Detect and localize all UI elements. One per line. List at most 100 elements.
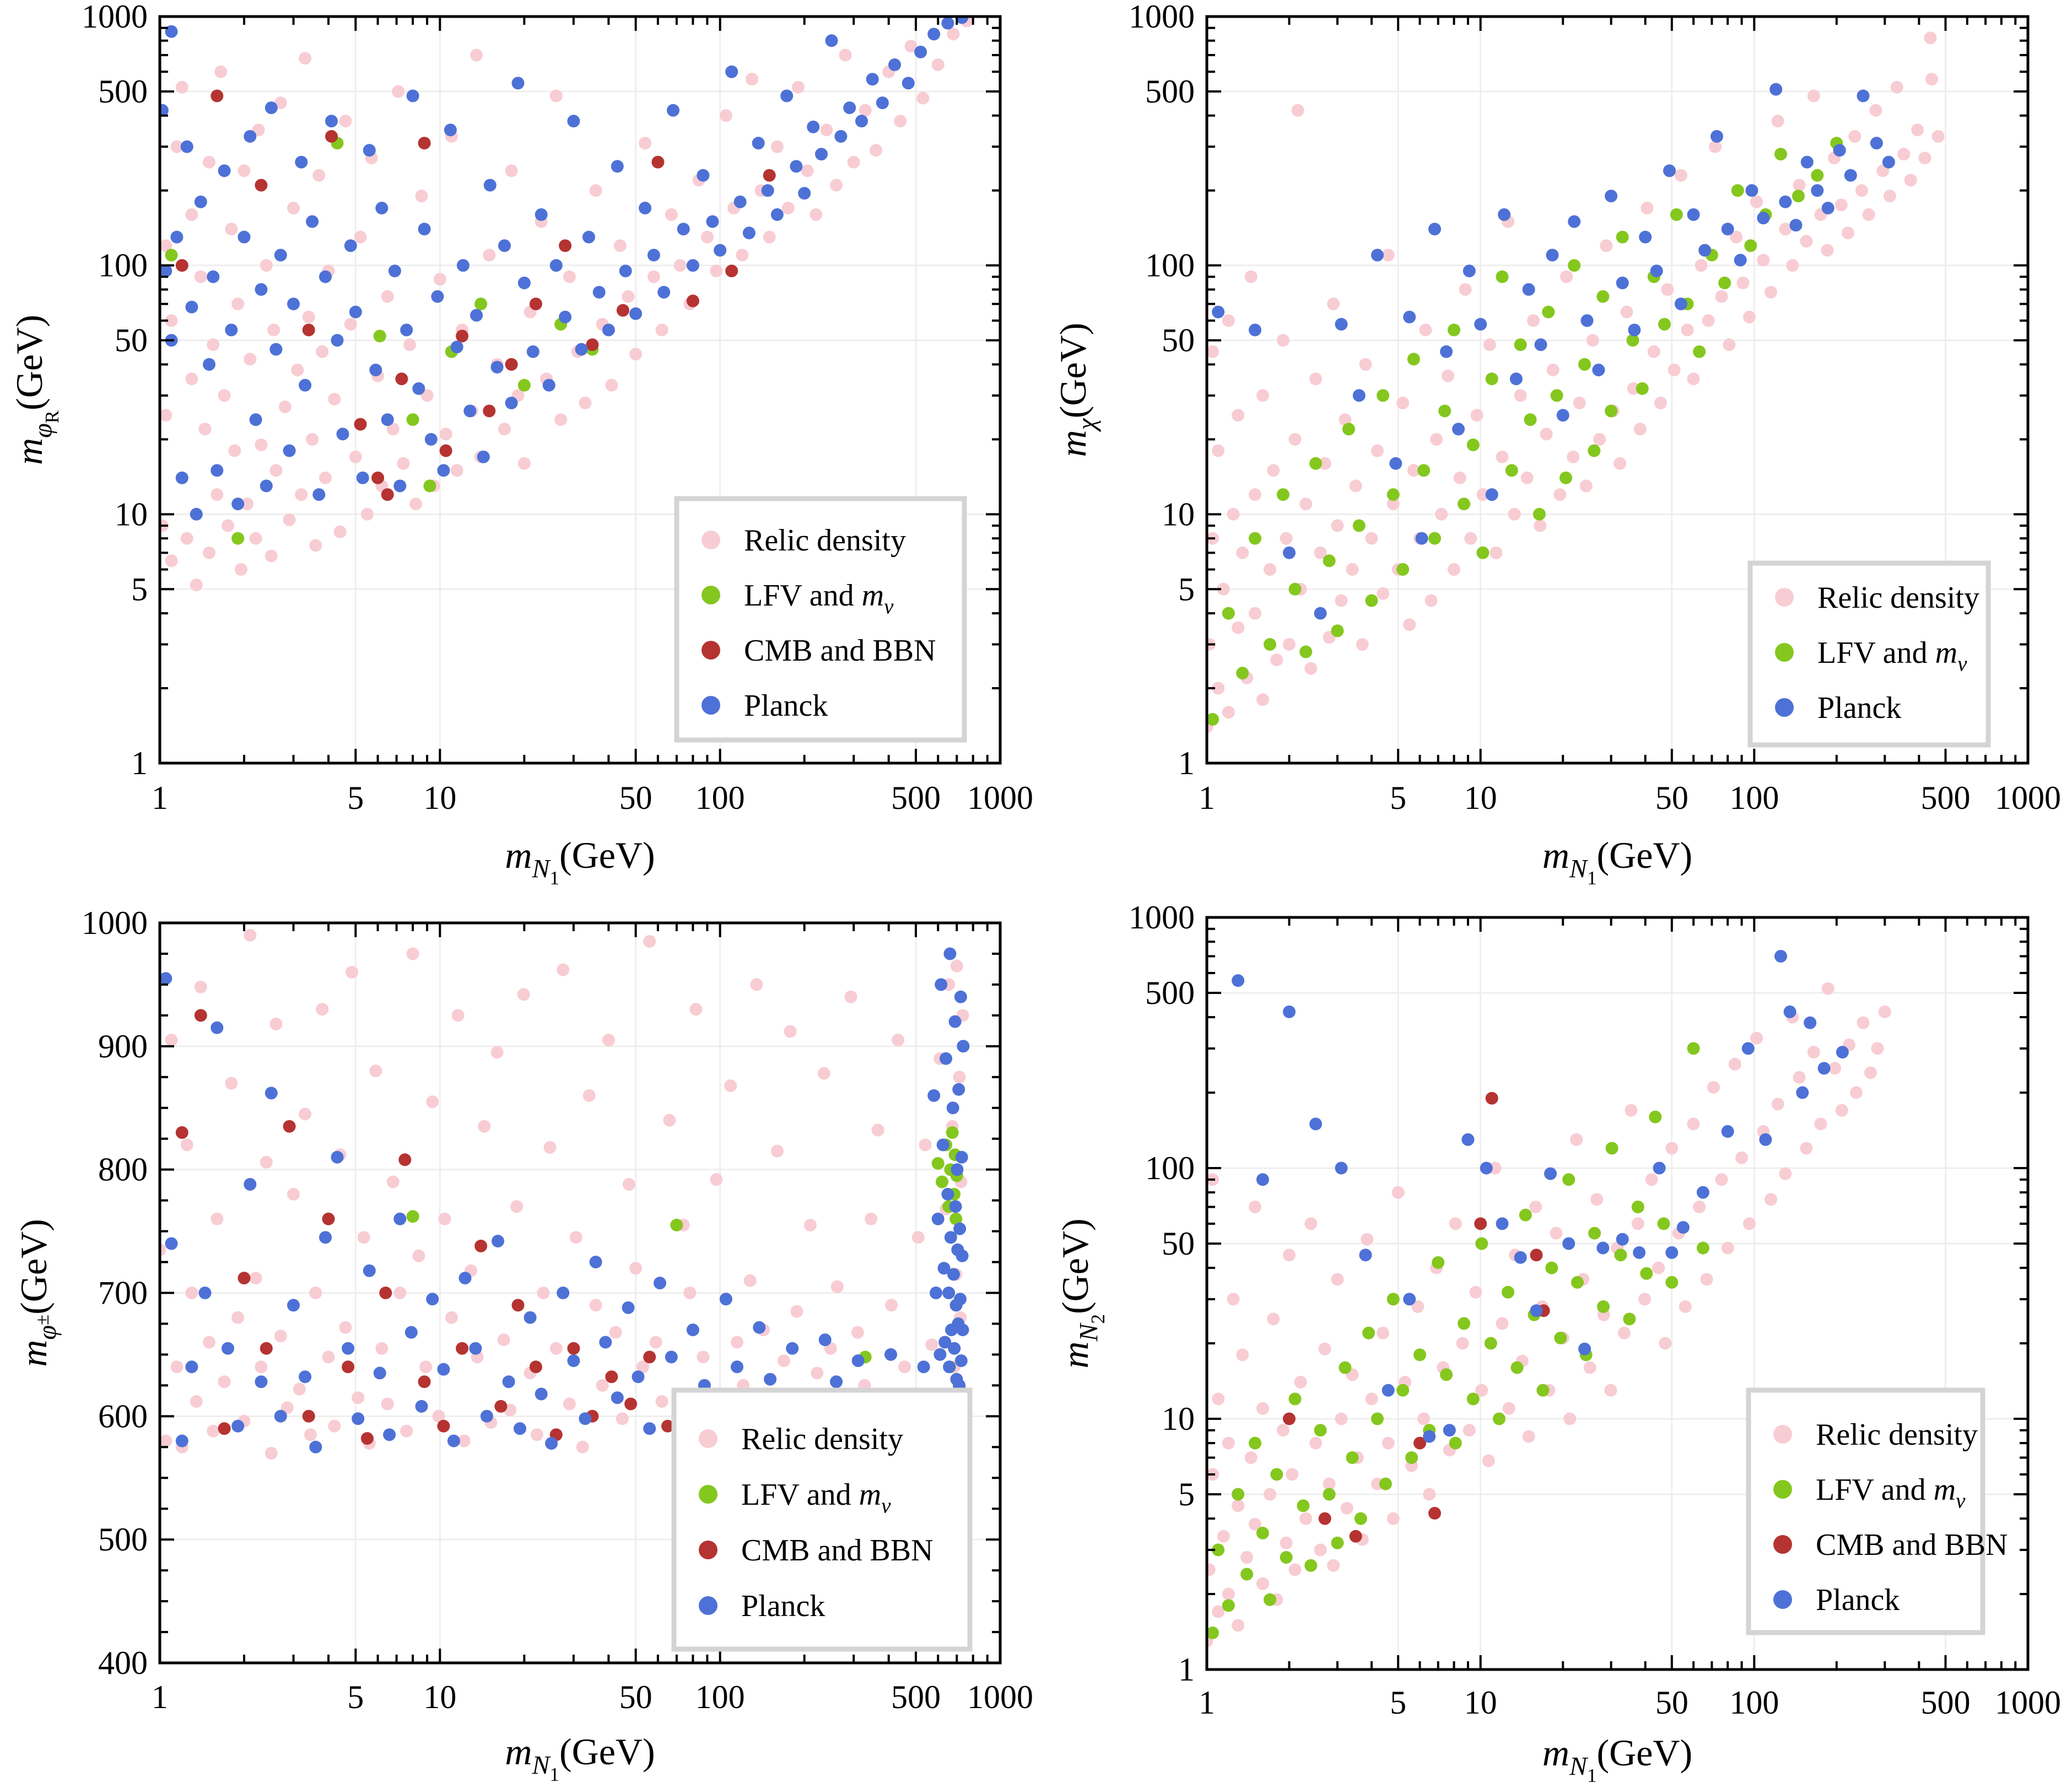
data-point-relic [563, 1397, 576, 1411]
data-point-planck [1836, 1046, 1849, 1059]
data-point-relic [445, 1311, 458, 1324]
data-point-planck [175, 1434, 188, 1447]
data-point-relic [1212, 1392, 1225, 1406]
data-point-relic [1659, 1337, 1672, 1350]
data-point-relic [847, 155, 860, 169]
panel-mchi-vs-mN1: 1 5 10 50 100 500 1000 1 5 10 50 100 500 1000 mN1(GeV)… [1036, 0, 2072, 892]
data-point-planck [866, 73, 879, 86]
data-point-relic [165, 1034, 178, 1047]
data-point-relic [1240, 1551, 1254, 1564]
data-point-relic [287, 1187, 300, 1201]
data-point-lfv [1222, 1599, 1235, 1612]
y-tick-label: 5 [131, 571, 148, 607]
data-point-relic [697, 1350, 710, 1364]
data-point-planck [1352, 389, 1366, 402]
data-point-relic [629, 1262, 643, 1275]
data-point-planck [559, 310, 572, 323]
data-point-relic [1314, 1543, 1327, 1557]
data-point-planck [742, 226, 756, 240]
data-point-relic [287, 202, 300, 215]
data-point-planck [1514, 1251, 1527, 1264]
data-point-planck [798, 187, 811, 200]
data-point-planck [954, 1293, 967, 1306]
data-point-cmb [1485, 1092, 1498, 1105]
data-point-relic [352, 1391, 365, 1404]
data-point-relic [211, 488, 224, 501]
data-point-lfv [1428, 532, 1441, 545]
data-point-relic [265, 1447, 278, 1460]
data-point-planck [490, 360, 504, 374]
data-point-planck [1789, 219, 1803, 232]
data-point-relic [1365, 532, 1378, 545]
data-point-planck [770, 208, 784, 221]
data-point-planck [1804, 1016, 1817, 1029]
data-point-planck [761, 184, 774, 197]
data-point-relic [554, 413, 568, 426]
data-point-lfv [1485, 372, 1498, 386]
series-lfv [1207, 137, 1843, 726]
data-point-relic [433, 273, 446, 286]
data-point-planck [753, 1321, 766, 1334]
data-point-relic [180, 1138, 193, 1152]
data-point-planck [383, 1428, 396, 1441]
data-point-relic [736, 248, 749, 262]
x-tick-label: 10 [423, 1679, 456, 1715]
data-point-relic [190, 1395, 203, 1408]
data-point-relic [1674, 169, 1687, 182]
data-point-planck [1314, 607, 1327, 620]
data-point-relic [1743, 1217, 1756, 1230]
data-point-relic [1786, 259, 1799, 272]
data-point-lfv [1314, 1424, 1327, 1437]
data-point-cmb [418, 137, 431, 150]
data-point-planck [1461, 1133, 1475, 1146]
label-segment: (GeV) [13, 1219, 55, 1315]
data-point-relic [1700, 1273, 1713, 1286]
legend-box [674, 496, 967, 743]
data-point-planck [719, 1293, 732, 1306]
data-point-planck [535, 1387, 548, 1401]
data-point-planck [1568, 215, 1581, 228]
label-segment: Planck [744, 689, 828, 723]
data-point-relic [1661, 283, 1674, 296]
data-point-relic [1232, 621, 1245, 634]
data-point-relic [931, 58, 945, 71]
data-point-relic [1232, 1619, 1245, 1632]
x-tick-label: 50 [1655, 1684, 1688, 1721]
label-segment: (GeV) [1596, 1732, 1692, 1774]
data-point-cmb [398, 1153, 412, 1166]
x-tick-label: 50 [1655, 780, 1688, 816]
series-planck [1232, 950, 1849, 1443]
data-point-relic [1563, 1412, 1577, 1425]
data-point-planck [927, 28, 941, 41]
data-point-planck [567, 1354, 580, 1368]
data-point-cmb [624, 1397, 638, 1411]
data-point-cmb [379, 1287, 392, 1299]
data-point-relic [1463, 1424, 1476, 1437]
data-point-lfv [1413, 1348, 1426, 1361]
data-point-relic [457, 1434, 471, 1447]
data-point-planck [1440, 345, 1453, 358]
label-segment: Planck [1816, 1583, 1900, 1617]
y-tick-label: 10 [1162, 496, 1195, 532]
data-point-relic [1614, 457, 1627, 470]
data-point-lfv [1331, 624, 1344, 637]
data-point-planck [477, 450, 490, 463]
data-point-planck [1596, 1241, 1610, 1255]
legend-label-cmb: CMB and BBN [741, 1533, 934, 1568]
data-point-relic [339, 115, 352, 128]
data-point-relic [622, 1178, 635, 1191]
data-point-planck [567, 115, 580, 128]
data-point-relic [260, 1155, 273, 1169]
data-point-relic [1256, 389, 1269, 402]
data-point-lfv [1545, 1261, 1558, 1274]
data-point-cmb [255, 179, 268, 192]
data-point-relic [563, 270, 576, 283]
data-point-relic [1424, 594, 1438, 607]
data-point-planck [731, 1360, 743, 1374]
data-point-relic [543, 1141, 557, 1154]
data-point-planck [1882, 155, 1895, 169]
label-segment: m [505, 834, 532, 876]
data-point-relic [1453, 471, 1466, 484]
data-point-lfv [946, 1126, 959, 1139]
data-point-relic [1600, 239, 1613, 252]
